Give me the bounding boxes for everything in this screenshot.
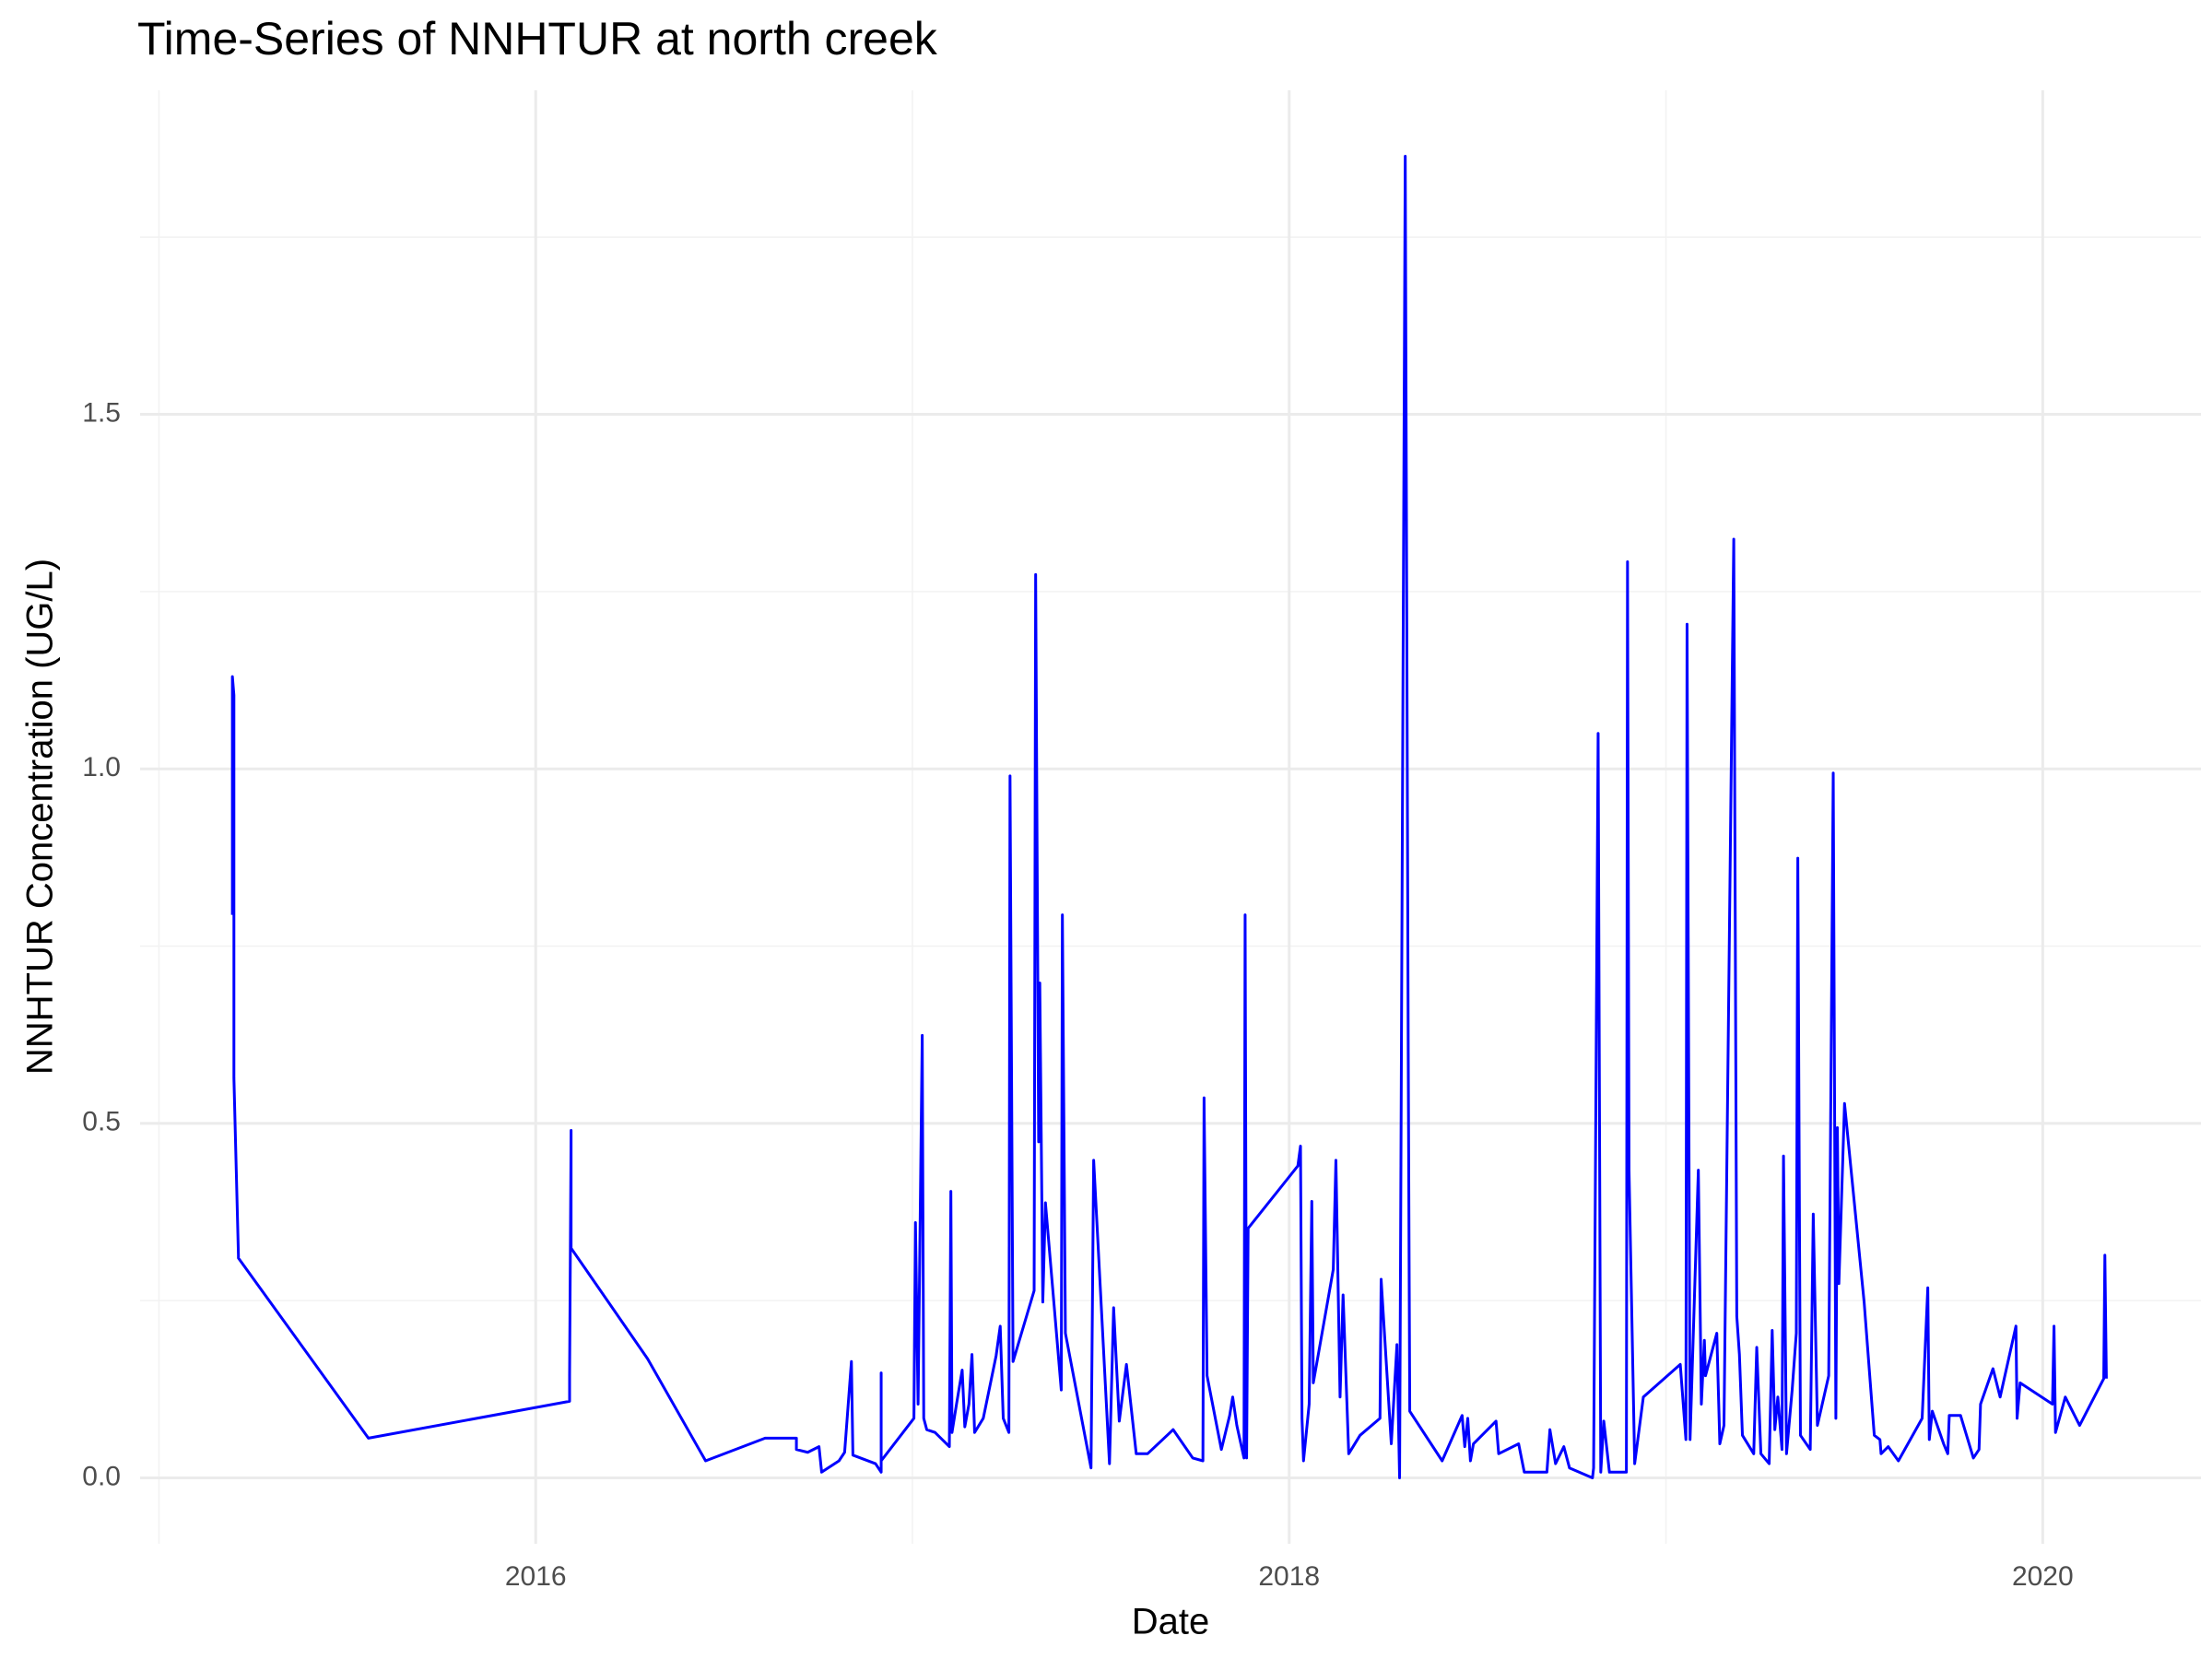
x-axis-title: Date xyxy=(1132,1602,1210,1642)
y-tick-label: 0.5 xyxy=(82,1107,121,1137)
y-axis-title: NNHTUR Concentration (UG/L) xyxy=(20,559,61,1075)
x-tick-label: 2018 xyxy=(1258,1561,1320,1592)
y-tick-label: 1.5 xyxy=(82,397,121,428)
chart-title: Time-Series of NNHTUR at north creek xyxy=(137,13,938,65)
x-tick-label: 2020 xyxy=(2012,1561,2074,1592)
y-tick-label: 0.0 xyxy=(82,1461,121,1491)
data-line xyxy=(230,155,2108,1479)
x-tick-label: 2016 xyxy=(505,1561,567,1592)
y-tick-label: 1.0 xyxy=(82,752,121,782)
